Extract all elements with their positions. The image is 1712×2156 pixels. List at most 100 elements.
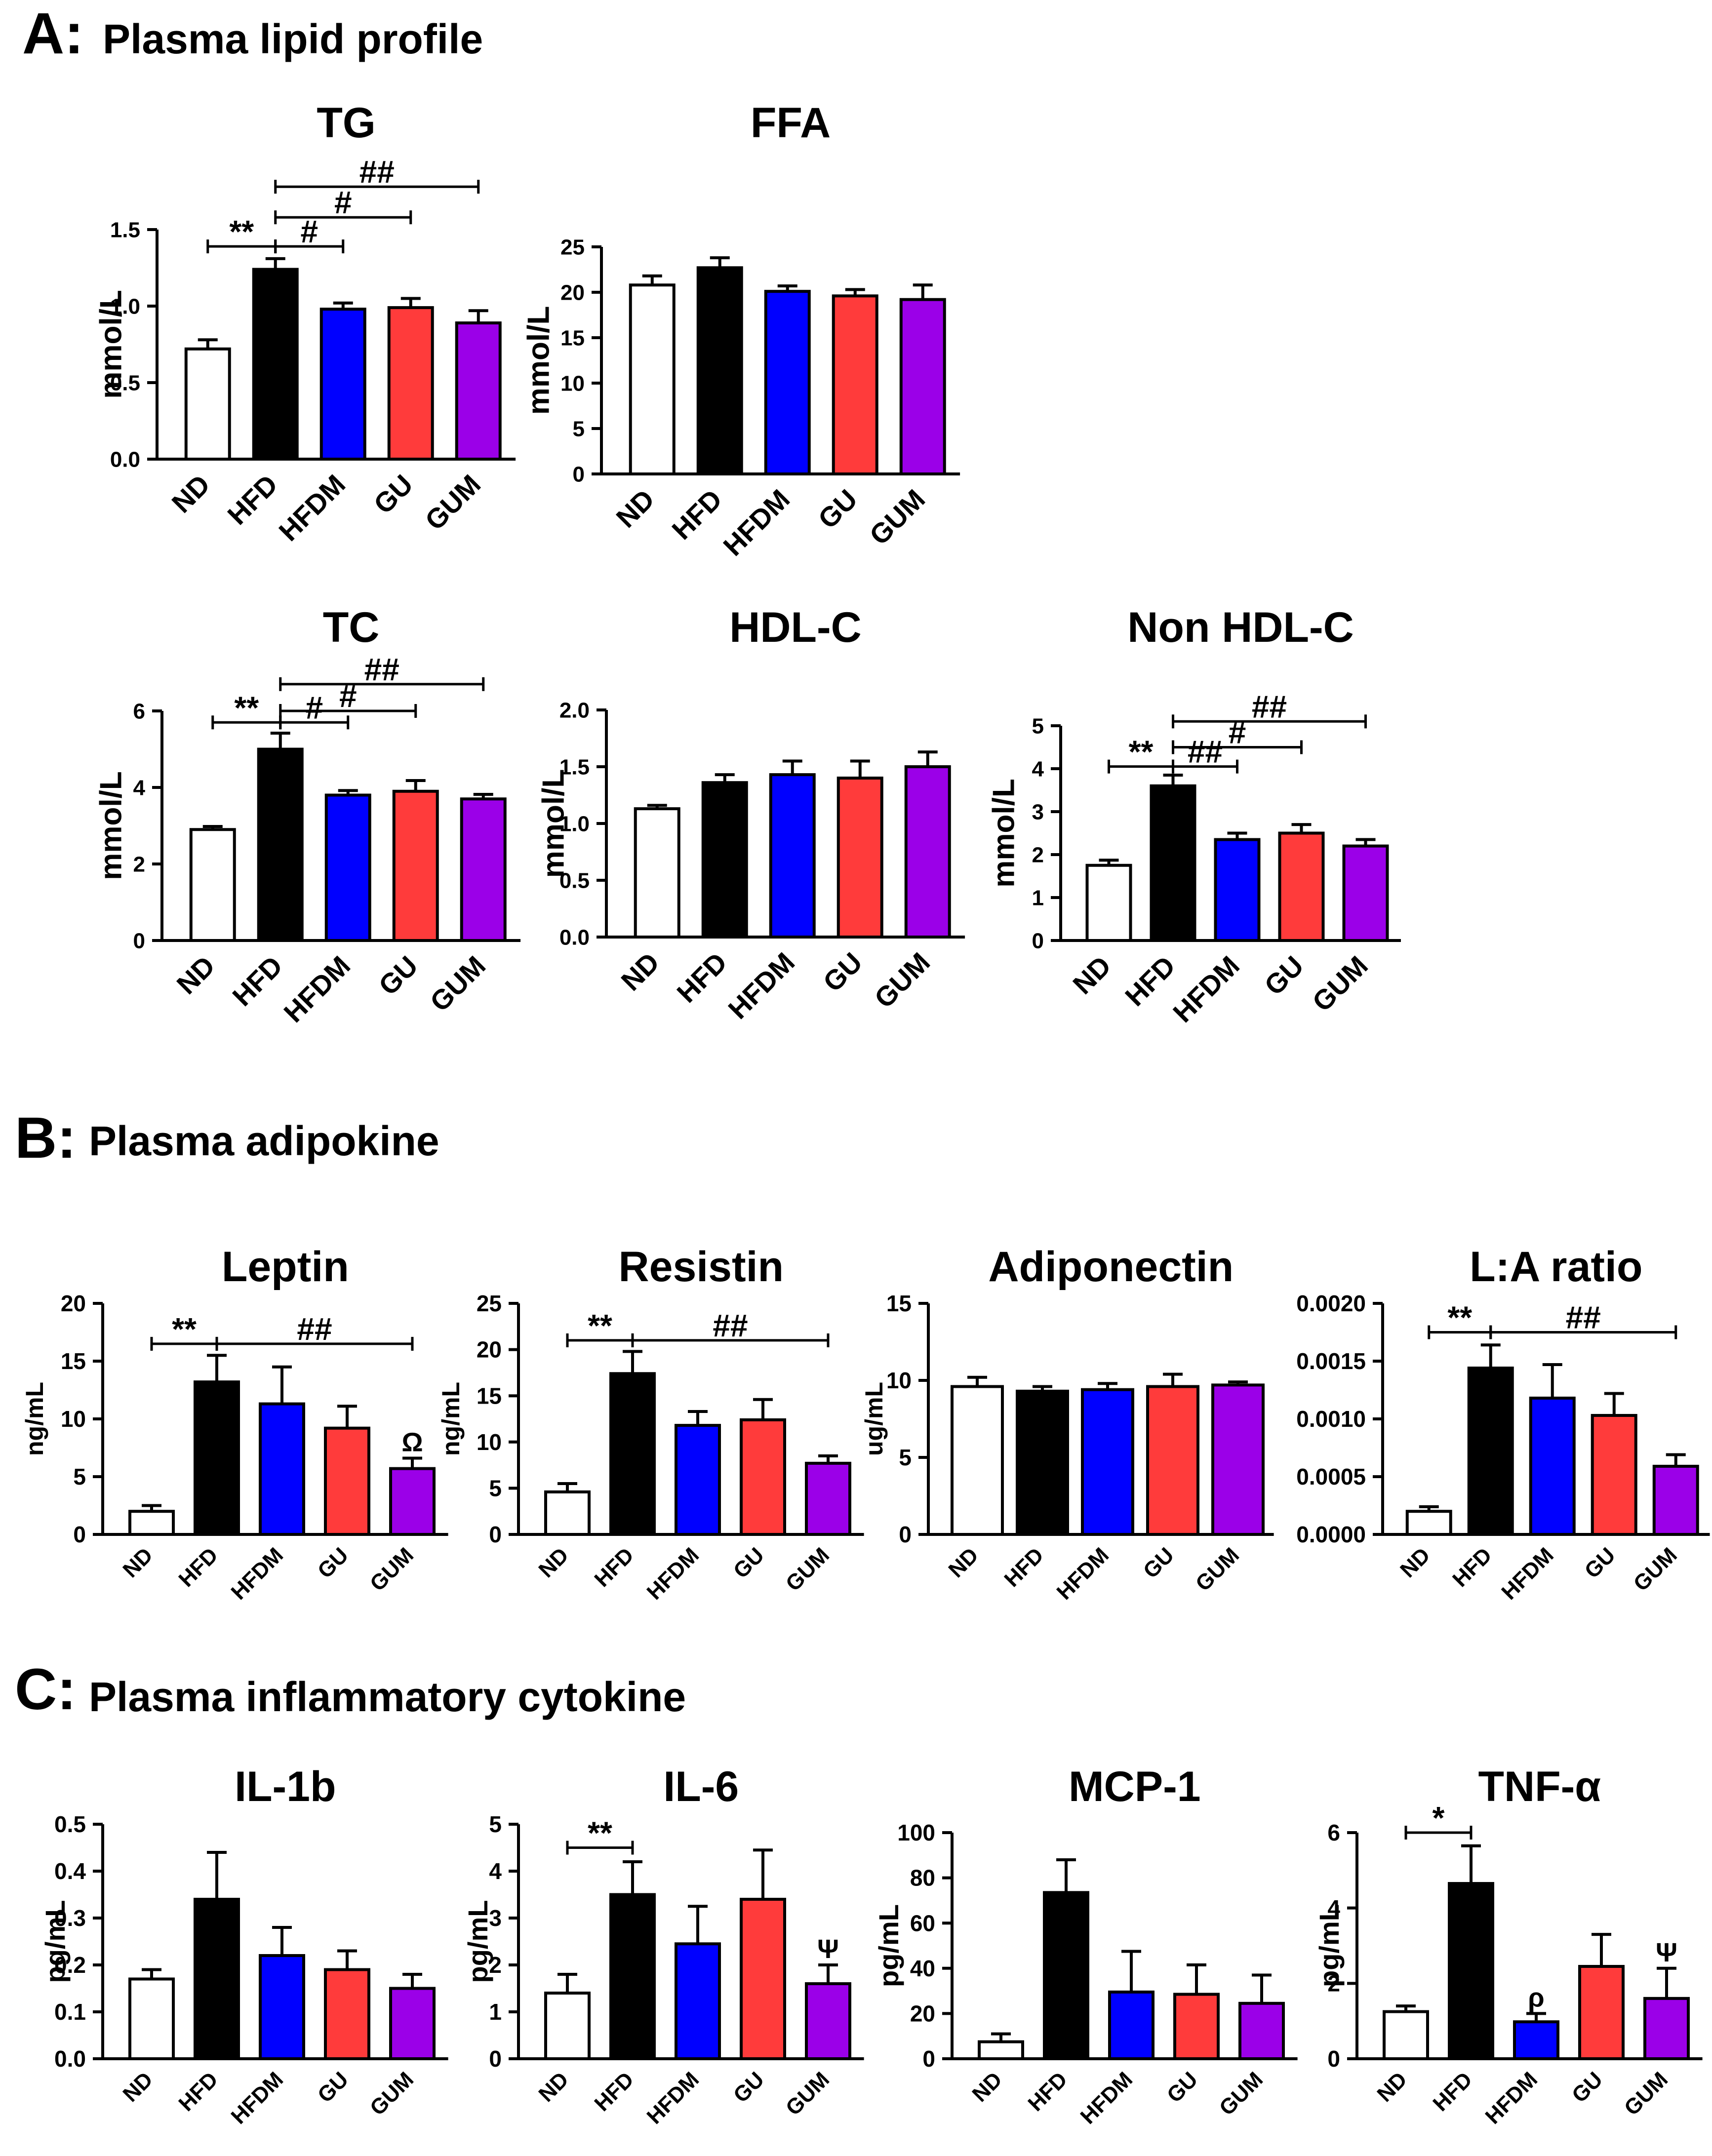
adiponectin-y-tick-label: 10 <box>886 1368 912 1393</box>
tc-y-label: mmol/L <box>94 771 128 880</box>
hdl-bar-hfdm <box>769 773 816 939</box>
tg-y-tick-label: 0.5 <box>110 371 140 395</box>
nonhdl-category-label-gu: GU <box>1258 950 1310 1001</box>
tnfa-bar-hfdm <box>1513 2020 1559 2061</box>
il6-y-tick-label: 3 <box>489 1905 502 1931</box>
tnfa-y-label: pg/mL <box>1314 1904 1345 1987</box>
resistin-y-tick-label: 5 <box>489 1476 502 1501</box>
adiponectin-y-tick-label: 5 <box>899 1445 912 1470</box>
nonhdl-y-tick-label: 0 <box>1032 929 1044 953</box>
leptin-category-label-hfdm: HFDM <box>227 1543 288 1605</box>
tg-bar-hfdm <box>319 308 366 461</box>
ffa-category-label-hfdm: HFDM <box>717 483 796 562</box>
tnfa-category-label-hfd: HFD <box>1428 2067 1477 2116</box>
leptin-category-label-gu: GU <box>313 1543 353 1583</box>
leptin-title: Leptin <box>222 1243 349 1291</box>
ffa-y-tick-label: 5 <box>573 417 585 441</box>
tnfa-category-label-gum: GUM <box>1620 2067 1672 2120</box>
nonhdl-y-tick-label: 4 <box>1032 757 1044 781</box>
hdl-bar-nd <box>634 807 680 939</box>
ffa-y-label: mmol/L <box>521 306 556 415</box>
ffa-category-label-nd: ND <box>610 483 660 534</box>
il1b-y-tick-label: 0.0 <box>54 2046 86 2072</box>
adiponectin-category-label-hfdm: HFDM <box>1052 1543 1114 1605</box>
laratio-chart: L:A ratio 0.0000 0.0005 0.0010 0.0015 0.0020 N… <box>1296 1243 1710 1605</box>
resistin-chart: Resistin 0 5 10 15 20 25 ng/mL ND HFD HFDM GU GUM ** #… <box>437 1243 864 1605</box>
mcp1-bar-gum <box>1238 2001 1285 2061</box>
il1b-category-label-hfd: HFD <box>174 2067 223 2116</box>
tg-bar-gu <box>387 306 434 461</box>
tnfa-y-tick-label: 4 <box>1327 1895 1340 1921</box>
tnfa-y-tick-label: 6 <box>1327 1820 1340 1845</box>
laratio-category-label-hfd: HFD <box>1448 1543 1497 1592</box>
laratio-y-tick-label: 0.0000 <box>1296 1522 1366 1547</box>
tc-category-label-nd: ND <box>170 950 221 1000</box>
il6-bar-nd <box>544 1992 591 2060</box>
mcp1-y-tick-label: 20 <box>910 2001 935 2027</box>
mcp1-bar-gu <box>1173 1993 1220 2060</box>
laratio-y-tick-label: 0.0010 <box>1296 1406 1366 1432</box>
tg-bar-nd <box>184 347 231 461</box>
il6-title: IL-6 <box>663 1763 739 1810</box>
il6-y-tick-label: 4 <box>489 1858 502 1884</box>
nonhdl-bar-nd <box>1085 863 1132 942</box>
tc-title: TC <box>323 604 380 651</box>
leptin-category-label-hfd: HFD <box>174 1543 223 1592</box>
laratio-category-label-gu: GU <box>1580 1543 1620 1583</box>
laratio-bar-gum <box>1652 1464 1699 1536</box>
laratio-category-label-gum: GUM <box>1629 1543 1682 1596</box>
adiponectin-bar-gum <box>1211 1383 1265 1536</box>
adiponectin-y-tick-label: 0 <box>899 1522 912 1547</box>
hdl-category-label-nd: ND <box>615 946 665 997</box>
il6-category-label-gum: GUM <box>781 2067 834 2120</box>
nonhdl-sig-label: # <box>1229 715 1246 750</box>
nonhdl-y-tick-label: 2 <box>1032 843 1044 867</box>
resistin-y-tick-label: 15 <box>477 1383 502 1409</box>
ffa-title: FFA <box>751 99 831 147</box>
il6-bar-hfd <box>609 1893 656 2060</box>
ffa-category-label-hfd: HFD <box>666 483 728 546</box>
hdl-y-tick-label: 2.0 <box>559 698 590 722</box>
resistin-sig-label: ## <box>713 1308 748 1343</box>
tg-sig-label: # <box>300 214 318 249</box>
leptin-bar-hfdm <box>259 1402 305 1536</box>
resistin-category-label-hfdm: HFDM <box>642 1543 704 1605</box>
nonhdl-category-label-nd: ND <box>1067 950 1117 1000</box>
nonhdl-bar-gu <box>1278 831 1325 942</box>
tg-bar-hfd <box>252 268 299 461</box>
tg-category-label-hfdm: HFDM <box>273 469 351 547</box>
mcp1-chart: MCP-1 0 20 40 60 80 100 pg/mL ND HFD HFDM GU GUM <box>873 1763 1298 2129</box>
nonhdl-category-label-gum: GUM <box>1306 950 1374 1018</box>
tc-category-label-gum: GUM <box>424 950 491 1018</box>
tc-y-tick-label: 0 <box>133 929 145 953</box>
tc-bar-gu <box>392 789 439 942</box>
mcp1-bar-nd <box>978 2040 1024 2060</box>
resistin-y-tick-label: 10 <box>477 1429 502 1455</box>
nonhdl-category-label-hfdm: HFDM <box>1167 950 1245 1028</box>
tnfa-sig-label: * <box>1433 1800 1445 1836</box>
leptin-y-tick-label: 0 <box>73 1522 86 1547</box>
resistin-title: Resistin <box>619 1243 784 1291</box>
adiponectin-category-label-gu: GU <box>1139 1543 1179 1583</box>
tc-category-label-gu: GU <box>372 950 424 1001</box>
il1b-category-label-hfdm: HFDM <box>227 2067 288 2129</box>
section-c-title: Plasma inflammatory cytokine <box>89 1674 686 1720</box>
tc-y-tick-label: 6 <box>133 699 145 723</box>
tnfa-y-tick-label: 2 <box>1327 1970 1340 1996</box>
resistin-bar-nd <box>544 1490 591 1536</box>
laratio-y-tick-label: 0.0005 <box>1296 1464 1366 1490</box>
laratio-sig-label: ** <box>1447 1300 1472 1335</box>
mcp1-bar-hfd <box>1043 1891 1089 2061</box>
il6-category-label-gu: GU <box>729 2067 769 2107</box>
hdl-y-label: mmol/L <box>536 769 570 878</box>
laratio-bar-nd <box>1405 1510 1452 1536</box>
il1b-category-label-gu: GU <box>313 2067 353 2107</box>
ffa-bar-gu <box>832 294 878 475</box>
nonhdl-y-tick-label: 3 <box>1032 800 1044 824</box>
laratio-category-label-hfdm: HFDM <box>1497 1543 1558 1605</box>
tg-bar-gum <box>455 321 502 461</box>
